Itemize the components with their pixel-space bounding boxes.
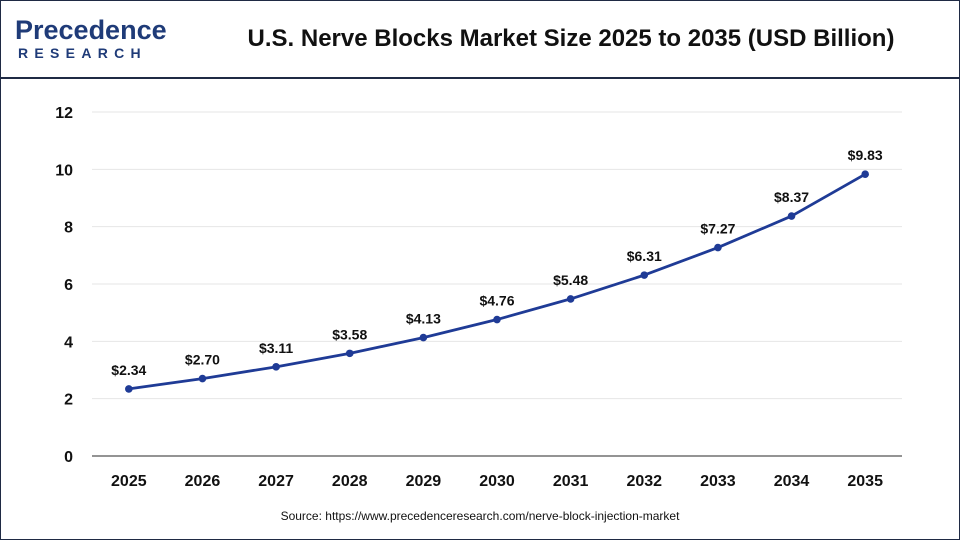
x-tick-label: 2025 bbox=[111, 473, 147, 490]
data-label: $8.37 bbox=[774, 189, 809, 205]
data-label: $4.76 bbox=[479, 293, 514, 309]
x-tick-label: 2031 bbox=[553, 473, 589, 490]
x-tick-label: 2034 bbox=[774, 473, 810, 490]
data-points bbox=[125, 170, 869, 393]
series-line-group bbox=[127, 172, 867, 391]
data-label: $2.34 bbox=[111, 362, 146, 378]
data-label: $4.13 bbox=[406, 311, 441, 327]
series-line bbox=[127, 172, 867, 391]
y-tick-label: 12 bbox=[55, 105, 73, 122]
data-point bbox=[272, 363, 280, 371]
data-point bbox=[640, 271, 649, 279]
data-label: $3.11 bbox=[259, 340, 293, 356]
x-tick-labels: 2025 2026 2027 2028 2029 2030 2031 2032 2033 2034… bbox=[111, 473, 883, 490]
y-tick-label: 2 bbox=[64, 392, 73, 409]
data-label: $2.70 bbox=[185, 352, 220, 368]
y-tick-labels: 0 2 4 6 8 10 12 bbox=[55, 105, 73, 466]
data-point bbox=[566, 295, 575, 303]
logo-sub-text: RESEARCH bbox=[18, 45, 147, 61]
data-point bbox=[419, 333, 428, 342]
x-tick-label: 2030 bbox=[479, 473, 515, 490]
chart-title: U.S. Nerve Blocks Market Size 2025 to 20… bbox=[247, 25, 895, 52]
data-label: $6.31 bbox=[627, 248, 662, 264]
data-point bbox=[787, 212, 796, 220]
grid-lines bbox=[92, 111, 902, 400]
logo-main-text: Precedence bbox=[15, 15, 167, 45]
y-tick-label: 10 bbox=[55, 162, 73, 179]
y-tick-label: 0 bbox=[64, 449, 73, 466]
data-point bbox=[198, 374, 207, 383]
x-tick-label: 2026 bbox=[185, 473, 221, 490]
x-tick-label: 2029 bbox=[406, 473, 442, 490]
data-point bbox=[714, 243, 722, 252]
y-tick-label: 4 bbox=[64, 334, 73, 351]
data-labels: $2.34 $2.70 $3.11 $3.58 $4.13 $4.76 $5.48 $6.31… bbox=[111, 147, 883, 378]
data-point bbox=[125, 385, 133, 393]
x-tick-label: 2028 bbox=[332, 473, 368, 490]
y-tick-label: 6 bbox=[64, 277, 73, 294]
source-note: Source: https://www.precedenceresearch.c… bbox=[280, 509, 680, 523]
data-label: $7.27 bbox=[700, 221, 735, 237]
x-tick-label: 2033 bbox=[700, 473, 736, 490]
x-tick-label: 2027 bbox=[258, 473, 294, 490]
header: Precedence RESEARCH U.S. Nerve Blocks Ma… bbox=[1, 1, 959, 79]
y-tick-label: 8 bbox=[64, 220, 73, 237]
data-label: $9.83 bbox=[848, 147, 883, 163]
data-label: $5.48 bbox=[553, 272, 588, 288]
x-tick-label: 2035 bbox=[847, 473, 883, 490]
data-point bbox=[493, 315, 501, 324]
data-point bbox=[345, 349, 354, 358]
x-tick-label: 2032 bbox=[626, 473, 662, 490]
data-point bbox=[861, 170, 869, 179]
data-label: $3.58 bbox=[332, 326, 367, 342]
brand-logo: Precedence RESEARCH bbox=[15, 15, 167, 65]
